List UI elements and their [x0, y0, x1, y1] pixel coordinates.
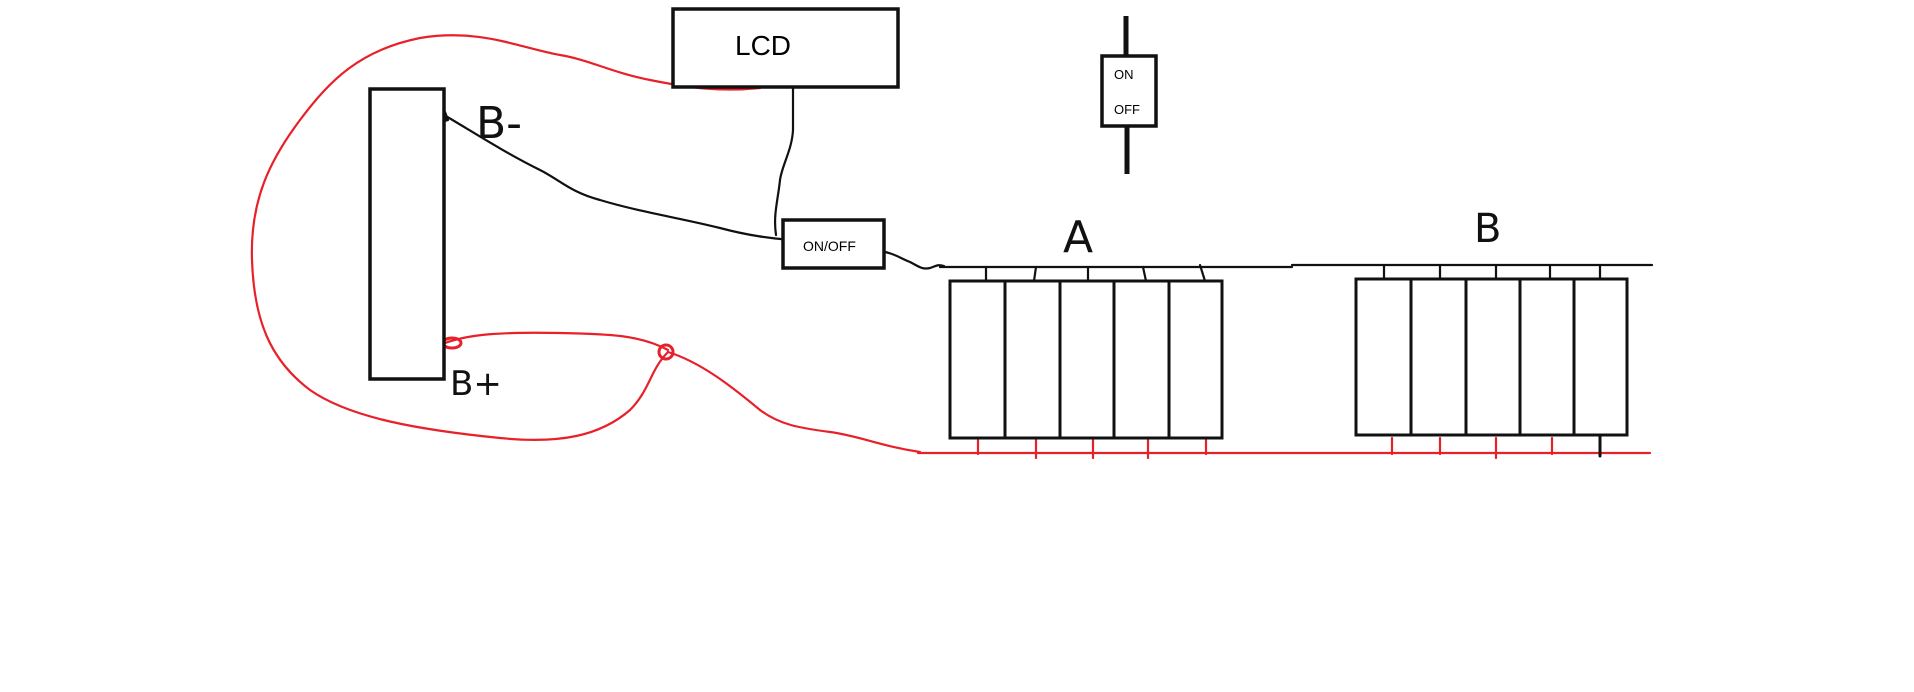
bms-positive-wire: [443, 331, 670, 352]
cell: [1518, 277, 1576, 437]
bms-minus-label: B-: [476, 98, 522, 149]
pack-b-label: B: [1474, 206, 1501, 252]
cell: [1112, 279, 1171, 440]
cell: [1167, 279, 1224, 440]
cell: [1058, 279, 1116, 440]
knot-to-bus-wire: [666, 350, 922, 454]
toggle-off-label: OFF: [1114, 102, 1140, 117]
pack-a-label: A: [1063, 212, 1093, 263]
switch-to-bus-wire: [883, 250, 946, 270]
cell: [1464, 277, 1522, 437]
cell: [1354, 277, 1413, 437]
toggle-on-label: ON: [1114, 67, 1134, 82]
battery-pack-b: [1354, 277, 1629, 437]
lcd-negative-wire: [773, 85, 795, 237]
power-switch-label: ON/OFF: [803, 238, 856, 254]
negative-wiring: [435, 85, 1654, 458]
toggle-switch: ON OFF: [1100, 16, 1158, 174]
bms-plus-label: B+: [450, 364, 502, 404]
positive-wiring: [250, 34, 1652, 460]
bms-board: [368, 87, 446, 381]
cell: [1003, 279, 1062, 440]
lcd-label: LCD: [735, 30, 791, 61]
lcd-positive-loop-wire: [250, 34, 762, 441]
cell: [1409, 277, 1468, 437]
bms-negative-wire: [442, 113, 792, 242]
battery-pack-a: [948, 279, 1224, 440]
power-switch: [781, 218, 886, 270]
lcd-display: [671, 7, 900, 89]
cell: [1572, 277, 1629, 437]
wire-junction: [657, 343, 675, 361]
cell: [948, 279, 1007, 440]
